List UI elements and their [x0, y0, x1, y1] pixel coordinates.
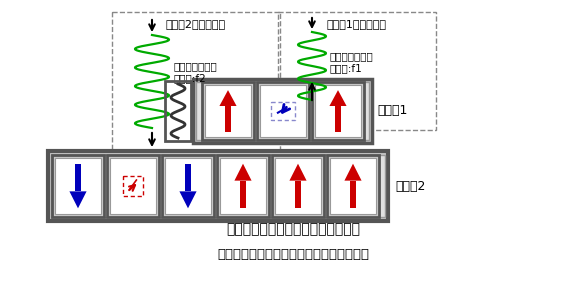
Bar: [271, 102, 295, 120]
Polygon shape: [180, 191, 197, 208]
Bar: [112, 12, 280, 174]
Bar: [165, 81, 191, 141]
Bar: [55, 158, 101, 214]
Bar: [48, 151, 388, 221]
Bar: [327, 155, 379, 217]
Bar: [110, 158, 156, 214]
Bar: [123, 176, 143, 196]
Text: マイクロ波磁界
周波数:f1: マイクロ波磁界 周波数:f1: [330, 51, 374, 73]
Text: 今回実証した多層記録方式の模式図: 今回実証した多層記録方式の模式図: [226, 222, 360, 236]
Bar: [202, 82, 254, 140]
Bar: [184, 164, 191, 191]
Bar: [225, 106, 231, 132]
Text: 強磁性共鳴周波数の異なる層を多層化する: 強磁性共鳴周波数の異なる層を多層化する: [217, 248, 369, 261]
Polygon shape: [345, 164, 362, 181]
Text: 記録層1: 記録層1: [377, 105, 407, 117]
Text: 記録層1の書き込み: 記録層1の書き込み: [327, 19, 387, 29]
Bar: [217, 155, 269, 217]
Polygon shape: [69, 191, 86, 208]
Text: 記録層2の書き込み: 記録層2の書き込み: [166, 19, 226, 29]
Bar: [162, 155, 214, 217]
Bar: [52, 155, 104, 217]
Polygon shape: [329, 90, 346, 106]
Bar: [335, 106, 342, 132]
Text: マイクロ波磁界
周波数:f2: マイクロ波磁界 周波数:f2: [174, 61, 218, 83]
Bar: [312, 82, 364, 140]
Bar: [278, 12, 436, 130]
Bar: [205, 85, 251, 137]
Bar: [315, 85, 361, 137]
Bar: [165, 158, 211, 214]
Bar: [51, 155, 385, 217]
Bar: [272, 155, 324, 217]
Bar: [350, 181, 356, 208]
Bar: [275, 158, 321, 214]
Bar: [75, 164, 82, 191]
Bar: [220, 158, 266, 214]
Polygon shape: [289, 164, 306, 181]
Bar: [330, 158, 376, 214]
Bar: [257, 82, 309, 140]
Polygon shape: [220, 90, 237, 106]
Bar: [260, 85, 306, 137]
Bar: [239, 181, 247, 208]
Bar: [196, 82, 369, 140]
Polygon shape: [234, 164, 252, 181]
Bar: [107, 155, 159, 217]
Bar: [295, 181, 302, 208]
Text: 記録層2: 記録層2: [395, 180, 426, 193]
Bar: [193, 79, 372, 143]
